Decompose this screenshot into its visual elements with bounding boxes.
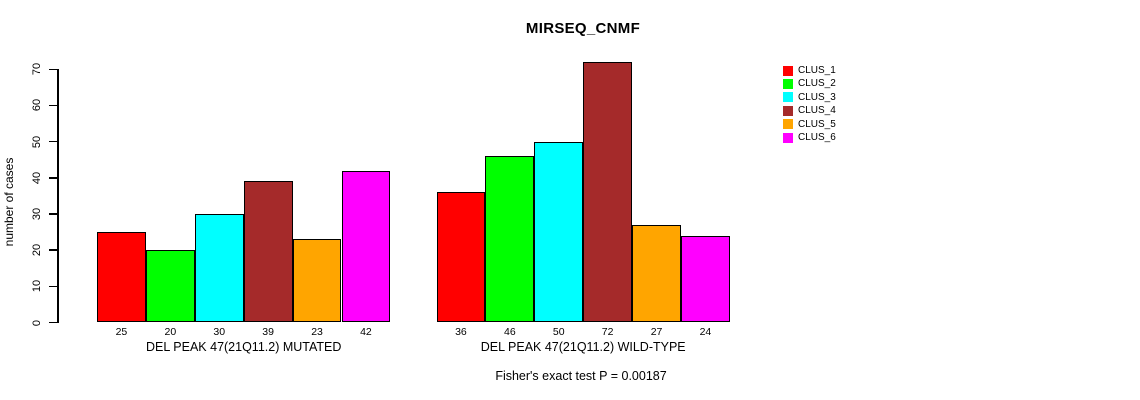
bar-clus_1-group2 [436, 192, 486, 323]
legend-item-clus_5: CLUS_5 [783, 119, 836, 130]
y-axis-tick [49, 177, 57, 179]
legend-item-clus_4: CLUS_4 [783, 105, 836, 116]
group-label-1: DEL PEAK 47(21Q11.2) MUTATED [145, 340, 342, 354]
y-axis-tick [49, 140, 57, 143]
y-axis-tick [49, 321, 57, 324]
legend-swatch-clus_2 [783, 78, 793, 89]
bar-value-label: 23 [311, 326, 323, 338]
y-axis-line [57, 69, 59, 324]
bar-clus_3-group2 [534, 141, 584, 323]
legend-swatch-clus_6 [783, 132, 793, 143]
bar-value-label: 30 [213, 326, 226, 338]
bar-value-label: 20 [164, 326, 177, 338]
bar-clus_3-group1 [194, 213, 244, 323]
y-axis-tick [49, 249, 57, 251]
bar-clus_6-group2 [681, 235, 730, 323]
bar-value-label: 72 [601, 326, 614, 338]
legend-label: CLUS_2 [798, 78, 836, 90]
bar-value-label: 50 [552, 326, 565, 338]
y-axis-tick [49, 68, 57, 71]
legend-swatch-clus_1 [783, 65, 793, 76]
legend-label: CLUS_4 [798, 105, 836, 117]
legend-item-clus_2: CLUS_2 [783, 78, 836, 89]
legend-label: CLUS_1 [798, 65, 836, 76]
bar-value-label: 27 [650, 326, 663, 338]
legend-label: CLUS_6 [798, 132, 836, 143]
bar-value-label: 39 [262, 326, 274, 338]
y-axis-tick [49, 213, 57, 215]
bar-clus_5-group2 [632, 224, 681, 323]
legend-label: CLUS_3 [798, 91, 836, 103]
legend-item-clus_3: CLUS_3 [783, 92, 836, 103]
group-label-2: DEL PEAK 47(21Q11.2) WILD-TYPE [480, 340, 686, 354]
bar-clus_1-group1 [97, 232, 146, 323]
chart-title: MIRSEQ_CNMF [525, 20, 641, 37]
bar-value-label: 42 [360, 326, 372, 338]
bar-clus_4-group2 [583, 62, 633, 323]
legend-swatch-clus_3 [783, 92, 793, 103]
legend-swatch-clus_5 [783, 119, 793, 130]
bar-value-label: 46 [504, 326, 516, 338]
y-axis-tick [49, 104, 57, 107]
legend-swatch-clus_4 [783, 105, 793, 116]
bar-value-label: 25 [115, 326, 128, 338]
bar-clus_4-group1 [243, 181, 293, 323]
bar-clus_2-group1 [145, 250, 195, 323]
bar-value-label: 24 [699, 326, 712, 338]
legend-item-clus_6: CLUS_6 [783, 132, 836, 143]
y-axis-tick [49, 285, 57, 288]
legend-item-clus_1: CLUS_1 [783, 65, 836, 76]
bar-clus_6-group1 [341, 170, 391, 323]
bar-clus_2-group2 [485, 156, 535, 323]
legend-label: CLUS_5 [798, 118, 836, 130]
fisher-test-annotation: Fisher's exact test P = 0.00187 [495, 369, 667, 383]
bar-value-label: 36 [455, 326, 467, 338]
bar-clus_5-group1 [292, 239, 342, 323]
